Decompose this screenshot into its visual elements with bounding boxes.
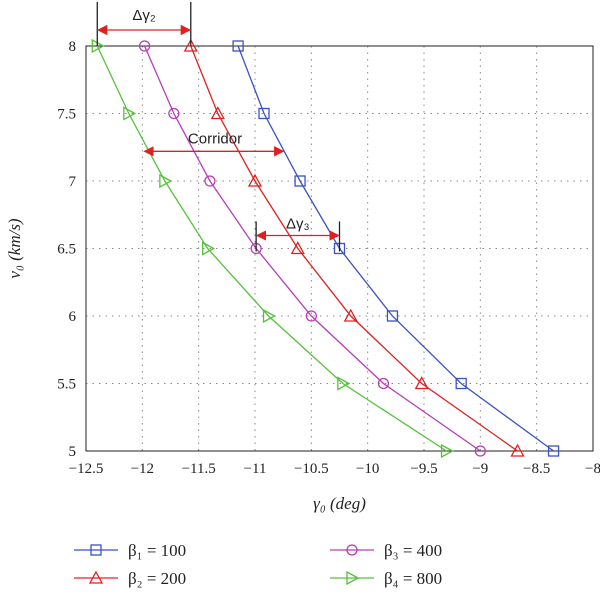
marker-triangle-right: [123, 106, 137, 121]
y-tick-label: 8: [69, 39, 77, 55]
x-tick-label: −12: [131, 461, 154, 477]
plot-area-frame: [85, 45, 594, 452]
y-tick-label: 6.5: [57, 242, 76, 258]
x-tick-label: −9: [472, 461, 488, 477]
series-line: [237, 45, 554, 452]
marker-circle: [305, 310, 317, 322]
marker-triangle-right: [337, 376, 351, 391]
marker-triangle: [290, 241, 305, 255]
marker-circle: [204, 175, 216, 187]
legend-label: β₁ = 100: [128, 541, 186, 560]
legend-item: β₁ = 100: [74, 541, 186, 560]
marker-triangle-right: [202, 241, 216, 256]
marker-triangle-right: [159, 173, 173, 189]
marker-triangle: [247, 173, 263, 187]
legend-item: β₂ = 200: [74, 569, 186, 588]
marker-triangle: [343, 308, 358, 322]
marker-triangle: [210, 106, 225, 120]
legend-label: β₃ = 400: [384, 541, 442, 560]
marker-square: [258, 107, 270, 120]
marker-triangle-right: [440, 443, 454, 459]
x-axis-label: γ₀ (deg): [313, 494, 366, 513]
legend-label: β₂ = 200: [128, 569, 186, 588]
marker-triangle: [414, 376, 429, 390]
series-line: [190, 45, 518, 452]
axis-ticks: −12.5 −12 −11.5 −11 −10.5 −10 −9.5 −9 −8.5 −8 5 5.5…: [57, 39, 600, 477]
marker-square: [455, 377, 467, 390]
annotations: Δγ₂ Corridor Δγ₃: [96, 2, 341, 252]
legend-label: β₄ = 800: [384, 569, 442, 588]
y-tick-label: 7.5: [57, 107, 76, 123]
marker-triangle-right: [346, 570, 360, 586]
y-tick-label: 6: [69, 309, 77, 325]
series-layer: [91, 38, 560, 459]
marker-circle: [138, 40, 151, 52]
marker-triangle-right: [262, 308, 276, 324]
legend: β₁ = 100 β₃ = 400 β₂ = 200 β₄ = 800: [74, 541, 442, 588]
marker-circle: [377, 377, 390, 390]
series-line: [96, 45, 447, 452]
y-axis-label: v₀ (km/s): [5, 218, 24, 279]
delta-gamma2-label: Δγ₂: [132, 7, 156, 24]
series-triangle-up: [183, 38, 525, 457]
x-tick-label: −11.5: [182, 461, 216, 477]
x-tick-label: −12.5: [69, 461, 104, 477]
marker-square: [232, 40, 244, 52]
x-tick-label: −8.5: [523, 461, 550, 477]
delta-gamma3-label: Δγ₃: [286, 216, 310, 233]
marker-square: [386, 310, 399, 322]
marker-triangle: [510, 443, 525, 457]
marker-circle: [346, 544, 358, 556]
y-tick-label: 5.5: [57, 377, 76, 393]
x-tick-label: −10: [356, 461, 379, 477]
x-tick-label: −9.5: [410, 461, 437, 477]
legend-item: β₃ = 400: [330, 541, 442, 560]
marker-circle: [474, 445, 486, 457]
marker-triangle: [88, 570, 104, 584]
y-tick-label: 7: [69, 174, 77, 190]
marker-triangle: [183, 38, 198, 52]
marker-square: [547, 445, 560, 457]
marker-square: [294, 175, 306, 187]
corridor-label: Corridor: [188, 130, 242, 147]
y-tick-label: 5: [69, 444, 77, 460]
x-tick-label: −10.5: [294, 461, 329, 477]
x-tick-label: −8: [585, 461, 600, 477]
x-tick-label: −11: [244, 461, 267, 477]
series-line: [143, 45, 481, 452]
marker-circle: [168, 107, 180, 120]
legend-item: β₄ = 800: [330, 569, 442, 588]
marker-square: [90, 544, 102, 556]
